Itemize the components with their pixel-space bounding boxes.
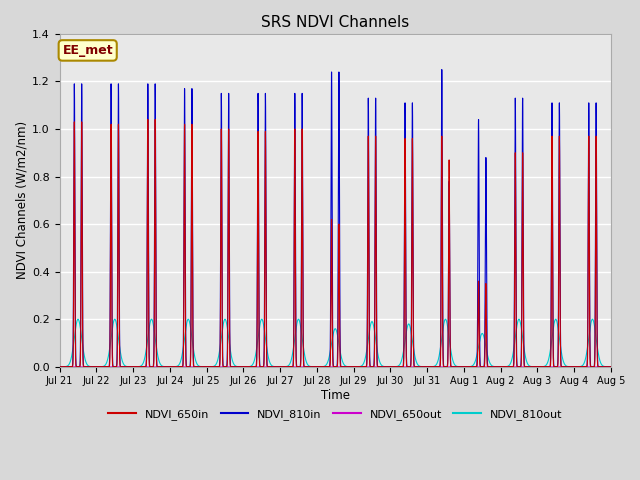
Title: SRS NDVI Channels: SRS NDVI Channels <box>261 15 410 30</box>
X-axis label: Time: Time <box>321 389 349 402</box>
Text: EE_met: EE_met <box>62 44 113 57</box>
Legend: NDVI_650in, NDVI_810in, NDVI_650out, NDVI_810out: NDVI_650in, NDVI_810in, NDVI_650out, NDV… <box>104 405 566 424</box>
Y-axis label: NDVI Channels (W/m2/nm): NDVI Channels (W/m2/nm) <box>15 121 28 279</box>
